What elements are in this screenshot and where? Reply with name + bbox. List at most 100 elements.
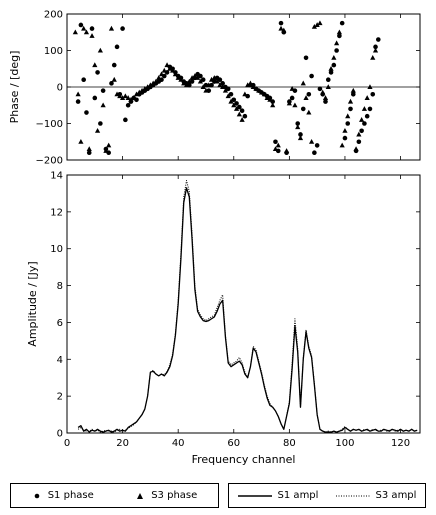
- phase-point-s1: [295, 121, 301, 126]
- phase-point-s1: [362, 121, 367, 126]
- phase-point-s3: [222, 87, 229, 93]
- dotted-line-icon: [335, 495, 370, 496]
- y-tick-label: 6: [57, 318, 63, 329]
- y-tick-label: 8: [57, 281, 63, 292]
- phase-point-s1: [109, 81, 114, 86]
- phase-point-s3: [108, 25, 115, 31]
- phase-point-s3: [350, 87, 356, 93]
- phase-point-s1: [231, 97, 237, 103]
- phase-point-s1: [225, 86, 231, 92]
- phase-point-s1: [120, 26, 125, 31]
- phase-point-s3: [286, 100, 292, 106]
- phase-point-s3: [217, 82, 223, 88]
- phase-point-s3: [156, 75, 162, 80]
- phase-point-s1: [323, 99, 328, 104]
- phase-point-s3: [131, 95, 137, 100]
- phase-point-s3: [178, 76, 184, 82]
- phase-point-s3: [78, 138, 84, 144]
- phase-point-s3: [192, 73, 198, 79]
- phase-point-s3: [342, 128, 348, 133]
- phase-point-s1: [337, 33, 342, 39]
- series-line-s3-ampl: [77, 180, 418, 433]
- phase-point-s3: [214, 78, 220, 84]
- phase-point-s1: [239, 108, 245, 114]
- phase-point-s3: [197, 78, 204, 84]
- phase-point-s3: [139, 87, 145, 93]
- x-tick-label: 60: [227, 438, 240, 449]
- phase-point-s3: [295, 124, 301, 130]
- phase-point-s1: [373, 44, 378, 50]
- phase-point-s3: [367, 84, 373, 89]
- phase-point-s3: [86, 146, 92, 152]
- phase-point-s3: [289, 86, 295, 91]
- x-axis-label: Frequency channel: [192, 453, 296, 466]
- phase-point-s3: [147, 82, 153, 88]
- phase-point-s3: [103, 148, 109, 153]
- phase-point-s3: [181, 80, 187, 86]
- legend-entry-s3-ampl: S3 ampl: [335, 490, 416, 501]
- phase-point-s1: [278, 20, 284, 26]
- y-tick-label: 4: [57, 355, 63, 366]
- amplitude-legend: S1 ampl S3 ampl: [228, 483, 426, 508]
- phase-point-s3: [125, 95, 131, 100]
- phase-point-s3: [278, 25, 284, 31]
- phase-point-s1: [228, 92, 234, 97]
- phase-point-s3: [258, 89, 265, 95]
- phase-point-s3: [228, 98, 234, 104]
- phase-point-s3: [83, 29, 90, 35]
- phase-point-s3: [275, 142, 281, 148]
- y-tick-label: 12: [50, 207, 63, 218]
- phase-point-s3: [94, 128, 101, 133]
- phase-point-s1: [123, 117, 128, 123]
- y-tick-label: 100: [44, 46, 63, 57]
- phase-point-s1: [370, 92, 376, 97]
- phase-point-s3: [211, 75, 217, 80]
- phase-point-s3: [353, 146, 359, 152]
- phase-point-s3: [189, 75, 195, 80]
- phase-point-s3: [195, 75, 201, 80]
- phase-point-s1: [367, 106, 373, 112]
- phase-point-s3: [303, 95, 309, 100]
- legend-label: S1 phase: [47, 490, 94, 501]
- phase-point-s1: [217, 77, 223, 82]
- phase-point-s1: [125, 102, 131, 108]
- phase-point-s3: [320, 89, 326, 95]
- phase-point-s1: [289, 95, 295, 101]
- phase-point-s1: [309, 73, 314, 79]
- y-axis-label: Amplitude / [Jy]: [26, 261, 39, 346]
- phase-point-s3: [267, 96, 273, 102]
- phase-point-s3: [311, 23, 317, 29]
- legend-entry-s1-ampl: S1 ampl: [237, 490, 318, 501]
- phase-point-s3: [308, 138, 315, 144]
- phase-point-s3: [359, 117, 365, 122]
- phase-point-s1: [89, 26, 95, 31]
- phase-point-s3: [364, 95, 370, 100]
- phase-point-s1: [234, 101, 239, 106]
- phase-point-s3: [372, 47, 379, 53]
- triangle-marker-icon: [137, 492, 144, 499]
- x-tick-label: 0: [64, 438, 70, 449]
- phase-point-s1: [376, 37, 381, 42]
- phase-point-s3: [145, 84, 151, 89]
- phase-point-s3: [206, 82, 212, 88]
- phase-point-s1: [220, 81, 225, 86]
- phase-point-s3: [161, 67, 167, 73]
- phase-point-s3: [150, 80, 156, 86]
- y-tick-label: 14: [50, 171, 63, 182]
- y-tick-label: 200: [44, 10, 63, 21]
- phase-point-s3: [158, 71, 165, 77]
- phase-point-s3: [242, 91, 248, 97]
- phase-point-s3: [111, 76, 117, 82]
- legend-entry-s1-phase: S1 phase: [32, 490, 94, 501]
- phase-point-s1: [306, 92, 312, 97]
- y-tick-label: 0: [57, 429, 63, 440]
- phase-point-s1: [200, 77, 206, 82]
- y-axis-label: Phase / [deg]: [8, 51, 21, 124]
- phase-point-s3: [245, 82, 251, 88]
- phase-point-s3: [264, 95, 270, 100]
- phase-point-s3: [339, 142, 345, 148]
- y-tick-label: −200: [36, 156, 63, 167]
- phase-point-s3: [128, 96, 134, 102]
- phase-point-s1: [78, 22, 84, 28]
